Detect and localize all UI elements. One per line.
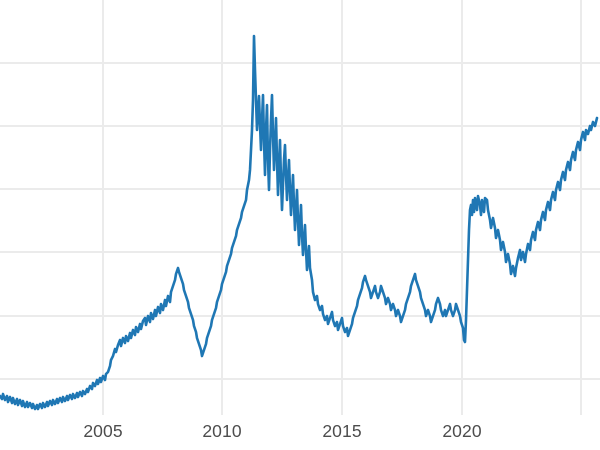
x-tick-label-2015: 2015: [322, 421, 362, 441]
vertical-gridlines: [102, 0, 582, 415]
plot-svg: [0, 0, 600, 415]
x-tick-label-2005: 2005: [83, 421, 123, 441]
series-line-1: [0, 34, 599, 411]
plot-area: [0, 0, 600, 415]
x-tick-label-2010: 2010: [202, 421, 242, 441]
x-axis: 2005 2010 2015 2020: [0, 415, 600, 450]
x-tick-label-2020: 2020: [442, 421, 482, 441]
